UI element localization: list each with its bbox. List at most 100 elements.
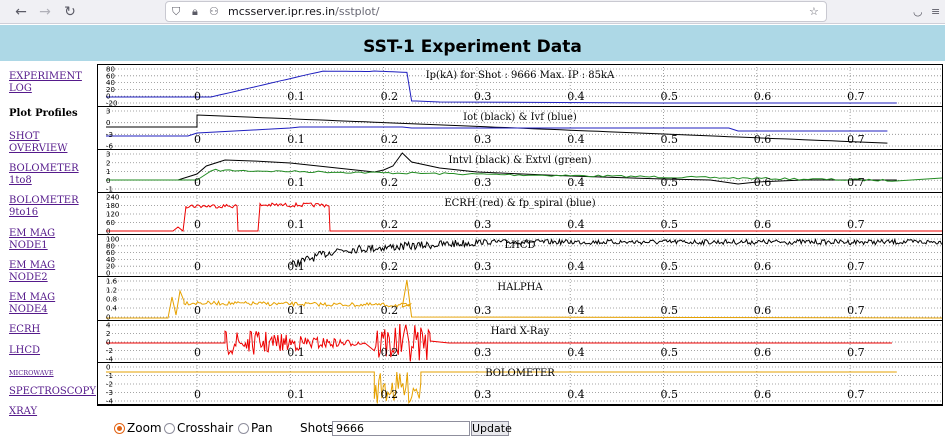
y-tick-label: 120	[106, 211, 119, 219]
x-tick-label: 0.4	[567, 176, 585, 189]
sidebar-item-em-mag-node4[interactable]: EM MAG NODE4	[9, 292, 56, 315]
y-tick-label: 1.2	[106, 287, 117, 295]
y-tick-label: 20	[106, 263, 115, 271]
shield-icon[interactable]: ⛉	[172, 5, 181, 18]
x-tick-label: 0.3	[474, 346, 492, 359]
series-iot-0	[106, 114, 888, 144]
zoom-radio[interactable]	[114, 423, 125, 434]
x-tick-label: 0.6	[754, 304, 772, 317]
sidebar-item-bolometer-9to16[interactable]: BOLOMETER 9to16	[9, 195, 79, 218]
x-tick-label: 0.4	[567, 346, 585, 359]
plot-svg-halpha: 1.61.20.80.400 0.1 0.2 0.3 0.4 0.5 0.6 0.7HALPH…	[106, 278, 942, 322]
y-tick-label: 0	[106, 314, 110, 322]
x-tick-label: 0.1	[287, 90, 305, 103]
sidebar-item-em-mag-node2[interactable]: EM MAG NODE2	[9, 260, 56, 283]
sidebar-item-experiment-log[interactable]: EXPERIMENT LOG	[9, 71, 82, 94]
url-text[interactable]: mcsserver.ipr.res.in/sstplot/	[228, 5, 380, 18]
y-tick-label: 1.6	[106, 278, 118, 286]
plot-panel-iot[interactable]: 3 0 -3 -6 0 0.1 0.2 0.3 0.4 0.5 0.6 0.7 Iot (black) …	[98, 107, 942, 150]
sidebar-item-microwave[interactable]: MICROWAVE	[9, 369, 54, 377]
page-title: SST-1 Experiment Data	[363, 37, 582, 57]
plot-panel-halpha[interactable]: 1.6 1.2 0.8 0.4 0 0 0.1 0.2 0.3 0.4 0.5 0.6 0.7 HALPH…	[98, 277, 942, 321]
series-lhcd-0	[290, 237, 942, 268]
plot-panel-loop[interactable]: 3 2 1 0 -1 0 0.1 0.2 0.3 0.4 0.5 0.6 0.7 Intvl (black…	[98, 150, 942, 193]
y-tick-label: 2	[106, 159, 110, 167]
x-tick-label: 0.6	[754, 90, 772, 103]
x-tick-label: 0	[194, 346, 201, 359]
crosshair-label[interactable]: Crosshair	[177, 421, 234, 435]
y-tick-label: 240	[106, 194, 119, 202]
lock-icon[interactable]: 🔒︎	[192, 5, 198, 18]
pan-label[interactable]: Pan	[251, 421, 273, 435]
plot-panel-hxr[interactable]: 4 2 0 -2 -4 0 0.1 0.2 0.3 0.4 0.5 0.6 0.7 Hard X-Ray	[98, 321, 942, 363]
plot-title-ip: Ip(kA) for Shot : 9666 Max. IP : 85kA	[426, 70, 615, 81]
sidebar-item-bolometer-1to8[interactable]: BOLOMETER 1to8	[9, 163, 79, 186]
permissions-icon[interactable]: ⚇	[209, 5, 219, 18]
pocket-icon[interactable]: ◡	[913, 5, 923, 18]
y-tick-label: 180	[106, 202, 119, 210]
x-tick-label: 0.5	[661, 176, 679, 189]
x-tick-label: 0.6	[754, 133, 772, 146]
y-tick-label: 0	[106, 270, 110, 278]
sidebar-item-shot-overview[interactable]: SHOT OVERVIEW	[9, 131, 68, 154]
crosshair-radio[interactable]	[164, 423, 175, 434]
x-tick-label: 0.7	[847, 260, 865, 273]
y-tick-label: -3	[106, 389, 113, 397]
sidebar-item-ecrh[interactable]: ECRH	[9, 324, 41, 335]
x-tick-label: 0	[194, 218, 201, 231]
plot-panel-lhcd[interactable]: 100 80 60 40 20 0 0 0.1 0.2 0.3 0.4 0.5 0.6 0.7 LHCD	[98, 235, 942, 277]
address-bar[interactable]: ⛉ 🔒︎ ⚇ mcsserver.ipr.res.in/sstplot/ ☆	[165, 1, 827, 22]
x-tick-label: 0.7	[847, 346, 865, 359]
x-tick-label: 0.3	[474, 133, 492, 146]
forward-arrow-icon[interactable]: →	[39, 4, 51, 20]
sidebar-item-spectroscopy[interactable]: SPECTROSCOPY	[9, 386, 96, 397]
y-tick-label: -2	[106, 347, 113, 355]
x-tick-label: 0.7	[847, 133, 865, 146]
series-loop-0	[106, 152, 897, 185]
sidebar-item-em-mag-node1[interactable]: EM MAG NODE1	[9, 228, 56, 251]
y-tick-label: -6	[106, 143, 114, 151]
y-tick-label: -4	[106, 398, 114, 406]
update-button[interactable]: Update	[471, 421, 512, 436]
x-tick-label: 0.2	[381, 176, 399, 189]
y-tick-label: 3	[106, 108, 110, 116]
series-ip-0	[106, 70, 897, 104]
x-tick-label: 0.4	[567, 133, 585, 146]
x-tick-label: 0.2	[381, 90, 399, 103]
y-tick-label: 2	[106, 330, 110, 338]
y-tick-label: 0	[106, 177, 110, 185]
sidebar-item-xray[interactable]: XRAY	[9, 406, 38, 417]
x-tick-label: 0.1	[287, 346, 305, 359]
back-arrow-icon[interactable]: ←	[15, 4, 27, 20]
shots-input[interactable]: 9666	[332, 421, 470, 436]
reload-icon[interactable]: ↻	[64, 4, 76, 20]
pan-radio[interactable]	[238, 423, 249, 434]
sidebar-item-lhcd[interactable]: LHCD	[9, 345, 41, 356]
x-tick-label: 0.5	[661, 346, 679, 359]
x-tick-label: 0	[194, 176, 201, 189]
bookmark-star-icon[interactable]: ☆	[809, 5, 819, 18]
x-tick-label: 0	[194, 388, 201, 401]
y-tick-label: -20	[106, 100, 117, 108]
plot-panel-bolo[interactable]: 0 -1 -2 -3 -4 0 0.1 0.2 0.3 0.4 0.5 0.6 0.7 BOLOMETER	[98, 363, 942, 405]
x-tick-label: 0.1	[287, 133, 305, 146]
plot-area[interactable]: 80 60 40 20 0 -20 0 0.1 0.2 0.3 0.4 0.5 0.6 0.7 Ip(kA)…	[97, 64, 943, 406]
page-header: SST-1 Experiment Data	[0, 25, 945, 61]
y-tick-label: 40	[106, 79, 115, 87]
y-tick-label: -4	[106, 356, 114, 364]
x-tick-label: 0.4	[567, 304, 585, 317]
plot-panel-ip[interactable]: 80 60 40 20 0 -20 0 0.1 0.2 0.3 0.4 0.5 0.6 0.7 Ip(kA)…	[98, 65, 942, 107]
menu-icon[interactable]: ≡	[931, 5, 941, 18]
zoom-label[interactable]: Zoom	[127, 421, 162, 435]
series-ecrh-0	[106, 201, 942, 232]
plot-title-lhcd: LHCD	[504, 240, 535, 251]
y-tick-label: 0.8	[106, 296, 117, 304]
y-tick-label: 40	[106, 256, 115, 264]
sidebar: EXPERIMENT LOG Plot Profiles SHOT OVERVI…	[0, 61, 96, 447]
plot-svg-iot: 3 0 -3 -6 0 0.1 0.2 0.3 0.4 0.5 0.6 0.7 Iot (black) …	[106, 108, 942, 151]
x-tick-label: 0.3	[474, 260, 492, 273]
plot-panel-ecrh[interactable]: 240 180 120 60 0 0 0.1 0.2 0.3 0.4 0.5 0.6 0.7 ECRH (…	[98, 193, 942, 235]
y-tick-label: -1	[106, 372, 113, 380]
